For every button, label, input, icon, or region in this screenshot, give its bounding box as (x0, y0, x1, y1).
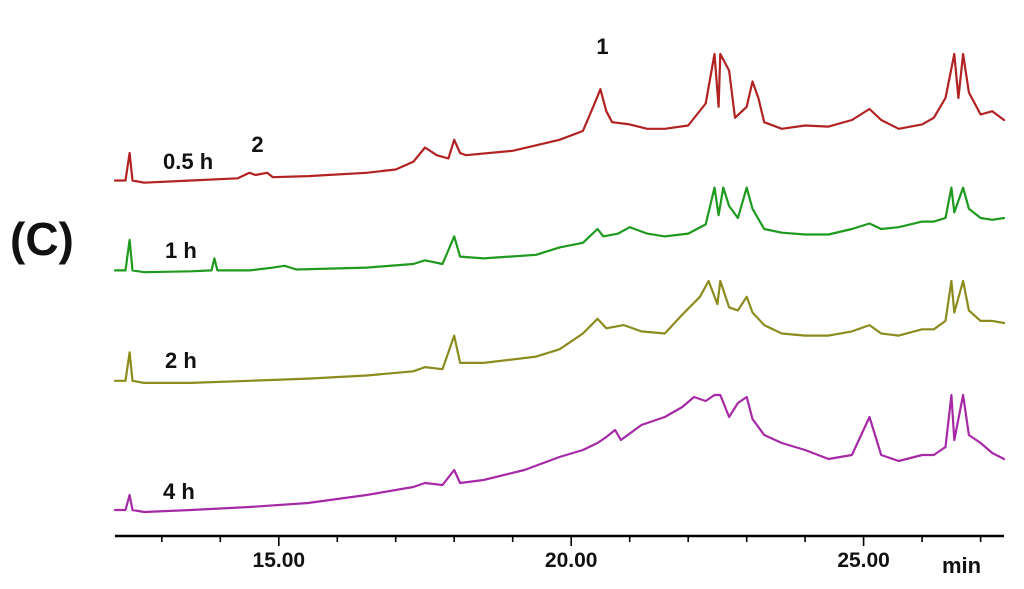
trace-1-h (113, 186, 1006, 274)
x-tick-label: 25.00 (837, 549, 890, 572)
trace-labels-group: 0.5 h 1 h 2 h 4 h (163, 149, 213, 504)
peak-annotation: 1 (596, 34, 608, 59)
x-ticks-group: 15.00 20.00 25.00 (161, 536, 982, 572)
series-label: 4 h (163, 479, 195, 504)
trace-0-5-h (113, 52, 1006, 184)
x-tick-label: 15.00 (253, 549, 306, 572)
series-label: 2 h (165, 348, 197, 373)
trace-2-h (113, 279, 1006, 384)
panel-label: (C) (10, 213, 74, 265)
traces-group (113, 52, 1006, 514)
peak-annotations-group: 12 (251, 34, 608, 157)
x-tick-label: 20.00 (545, 549, 598, 572)
series-label: 0.5 h (163, 149, 213, 174)
x-axis-unit-label: min (942, 553, 981, 578)
series-label: 1 h (165, 238, 197, 263)
trace-4-h (113, 393, 1006, 514)
peak-annotation: 2 (251, 132, 263, 157)
